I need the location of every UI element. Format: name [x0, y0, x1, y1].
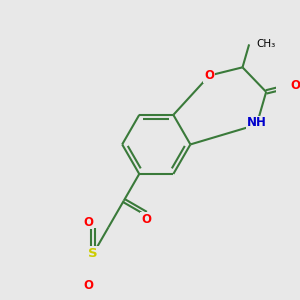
Text: O: O [204, 69, 214, 82]
Text: O: O [141, 213, 151, 226]
Text: O: O [83, 215, 93, 229]
Text: O: O [290, 79, 300, 92]
Text: CH₃: CH₃ [256, 39, 276, 50]
Text: NH: NH [247, 116, 267, 130]
Text: S: S [88, 247, 98, 260]
Text: O: O [83, 279, 93, 292]
